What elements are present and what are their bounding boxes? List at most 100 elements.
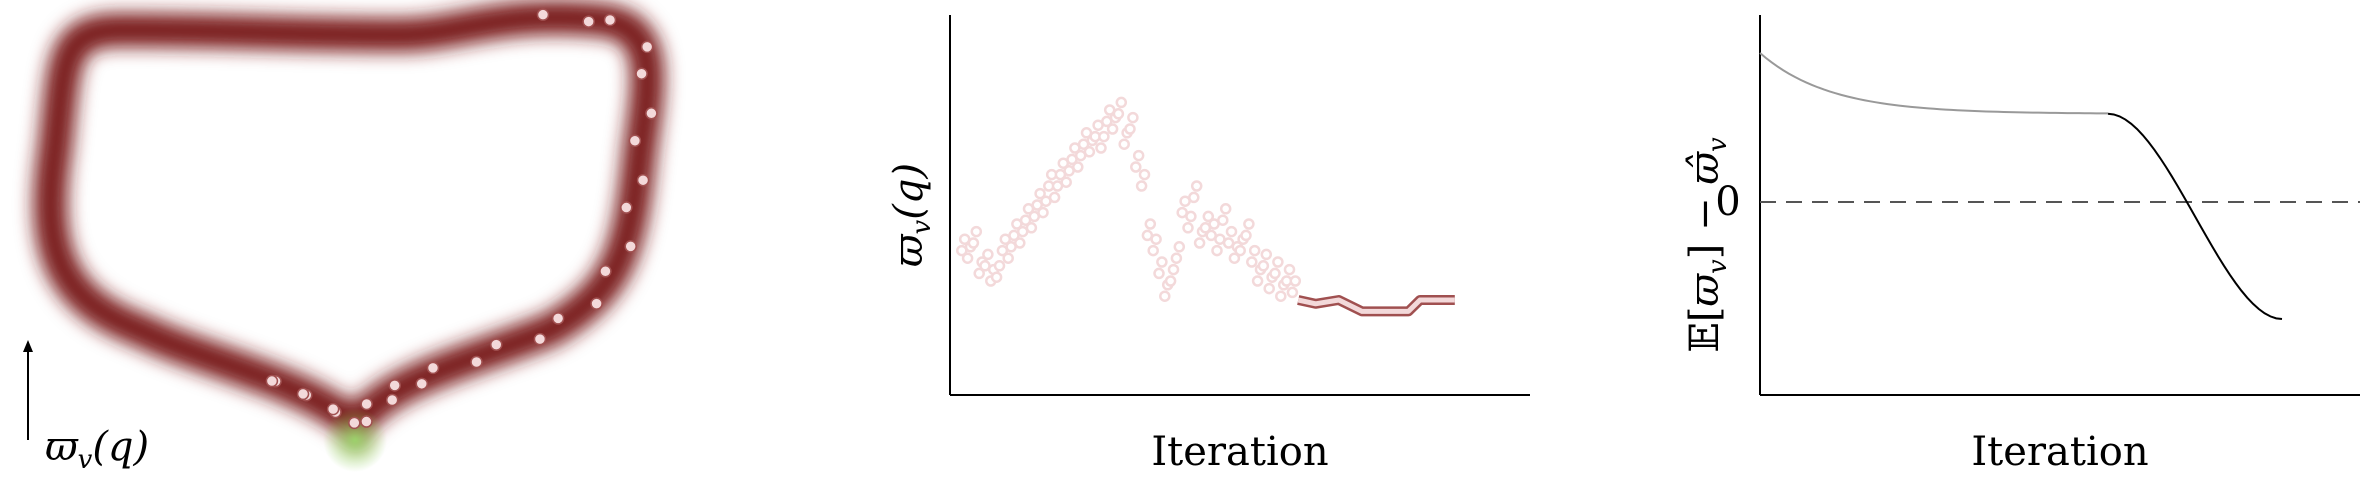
scatter-point: [961, 252, 974, 264]
line-xlabel: Iteration: [1971, 429, 2148, 475]
scatter-point: [1127, 111, 1139, 124]
loop-dot: [640, 40, 654, 54]
scatter-point: [1083, 146, 1096, 158]
loop-dot: [624, 240, 637, 253]
scatter-point: [1243, 218, 1255, 230]
scatter-point: [1034, 187, 1046, 200]
scatter-point: [1260, 248, 1273, 261]
scatter-point: [1240, 229, 1252, 242]
scatter-xlabel: Iteration: [1151, 429, 1328, 475]
scatter-point: [1272, 256, 1284, 268]
scatter-point: [1095, 142, 1107, 154]
scatter-point: [1248, 244, 1261, 257]
scatter-point: [1193, 237, 1206, 249]
scatter-point: [1263, 282, 1275, 295]
scatter-ylabel: ϖv(q): [886, 163, 937, 267]
loop-dot: [551, 312, 565, 325]
scatter-point: [1150, 233, 1162, 245]
scatter-point: [1112, 108, 1125, 120]
loop-dot: [385, 393, 399, 407]
scatter-point: [1124, 123, 1136, 135]
scatter-point: [1246, 256, 1258, 268]
scatter-point: [1002, 252, 1014, 264]
loop-dot: [360, 415, 373, 428]
loop-dot: [636, 173, 650, 187]
scatter-point: [1283, 263, 1296, 276]
scatter-point: [1048, 191, 1061, 204]
loop-dot: [426, 361, 440, 375]
scatter-points: [956, 96, 1302, 302]
scatter-point: [1130, 161, 1142, 173]
loop-dot: [645, 107, 658, 120]
loop-dot: [533, 332, 547, 346]
scatter-point: [982, 248, 994, 261]
scatter-point: [1251, 275, 1264, 287]
loop-dot: [628, 134, 642, 147]
loop-dot: [603, 13, 617, 27]
loop-dot: [348, 416, 361, 430]
scatter-chart: Iteration ϖv(q): [886, 15, 1530, 475]
loop-dot: [388, 379, 401, 392]
scatter-point: [1188, 191, 1200, 204]
zero-tick: 0: [1715, 179, 1740, 225]
scatter-point: [1167, 263, 1180, 276]
loop-dot: [635, 67, 648, 80]
scatter-point: [1014, 237, 1026, 249]
line-ylabel: 𝔼[ϖv] − ϖ̂v: [1682, 137, 1733, 353]
loop-dot: [296, 387, 310, 401]
scatter-point: [1219, 203, 1232, 215]
scatter-point: [1138, 168, 1151, 181]
scatter-point: [1144, 218, 1157, 230]
loop-band: [33, 0, 665, 450]
scatter-point: [1060, 176, 1072, 188]
scatter-point: [1098, 130, 1110, 143]
scatter-point: [1037, 206, 1049, 219]
scatter-point: [1156, 256, 1168, 268]
loop-dot: [599, 265, 612, 278]
scatter-point: [1185, 210, 1197, 223]
scatter-point: [1211, 244, 1223, 257]
scatter-point: [1225, 225, 1238, 238]
scatter-point: [1135, 180, 1148, 192]
scatter-point: [1173, 241, 1186, 253]
best-trace-inner: [1297, 297, 1455, 314]
scatter-point: [1228, 252, 1241, 264]
scatter-point: [973, 267, 985, 280]
scatter-point: [1234, 244, 1246, 257]
scatter-point: [1289, 275, 1302, 287]
loop-dot: [582, 15, 595, 28]
axis-arrow-head: [23, 340, 33, 352]
series-line-black: [2107, 112, 2283, 320]
scatter-point: [1072, 161, 1084, 173]
scatter-point: [1159, 290, 1171, 302]
scatter-point: [1132, 149, 1145, 162]
scatter-point: [1257, 260, 1270, 272]
loop-dots: [265, 8, 658, 430]
scatter-point: [993, 260, 1006, 272]
scatter-point: [1275, 290, 1287, 302]
scatter-point: [1164, 275, 1177, 287]
scatter-point: [990, 271, 1003, 283]
loop-dot: [490, 338, 503, 351]
scatter-point: [1217, 214, 1229, 226]
scatter-point: [1118, 138, 1130, 150]
scatter-point: [1106, 123, 1119, 135]
series-line-gray: [1759, 52, 2109, 115]
scatter-point: [1147, 244, 1159, 257]
scatter-point: [1190, 180, 1203, 192]
loop-dot: [415, 377, 429, 391]
scatter-point: [970, 225, 983, 238]
scatter-point: [967, 237, 980, 249]
scatter-point: [1269, 267, 1281, 280]
scatter-point: [1286, 286, 1299, 299]
loop-dot: [536, 8, 550, 21]
scatter-point: [1025, 222, 1038, 234]
loop-dot: [360, 397, 373, 411]
scatter-point: [1182, 222, 1194, 234]
line-chart: 0 Iteration 𝔼[ϖv] − ϖ̂v: [1682, 15, 2360, 475]
scatter-point: [1115, 96, 1128, 109]
scatter-point: [1170, 252, 1183, 264]
left-axis-label: ϖv(q): [45, 424, 149, 475]
scatter-point: [1202, 210, 1215, 223]
loop-dot: [620, 201, 633, 214]
